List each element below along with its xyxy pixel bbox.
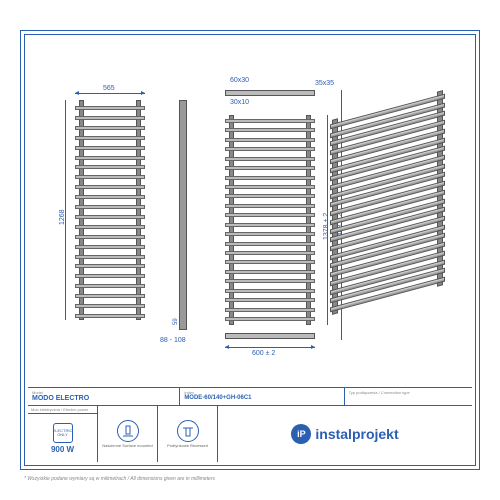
title-block: Model MODO ELECTRO Index MODE-60/140+GH-… (28, 387, 472, 462)
dim-565: 565 (103, 85, 115, 92)
connection-icons: Naścienne Surface mounted Podtynkowe Rec… (98, 406, 218, 462)
radiator-bar (75, 126, 145, 130)
radiator-bar (75, 284, 145, 288)
dim-1378: 1378 ± 2 (323, 213, 330, 240)
radiator-bar (75, 175, 145, 179)
radiator-bar (75, 146, 145, 150)
radiator-bar (225, 270, 315, 274)
radiator-bar (225, 298, 315, 302)
drawing-area: 565 1268 59 88 - 108 60x30 30x10 35x35 (55, 75, 445, 345)
radiator-front-view (75, 100, 145, 320)
bottom-section-detail (225, 333, 315, 339)
surface-mount-cell: Naścienne Surface mounted (98, 406, 158, 462)
logo-badge: iP (291, 424, 311, 444)
radiator-bar (75, 116, 145, 120)
logo-text: instalprojekt (315, 426, 398, 442)
dim-1268: 1268 (59, 209, 66, 225)
radiator-bar (75, 245, 145, 249)
radiator-bar (225, 260, 315, 264)
radiator-bar (75, 225, 145, 229)
radiator-bar (75, 294, 145, 298)
power-box: ELECTRIC ONLY 900 W (28, 414, 97, 462)
radiator-bar (225, 242, 315, 246)
company-logo: iP instalprojekt (291, 424, 398, 444)
index-cell: Index MODE-60/140+GH-06C1 (180, 388, 344, 405)
conn-type-label: Typ podłączenia / Connection type (349, 390, 468, 395)
radiator-bar (225, 138, 315, 142)
radiator-bar (75, 264, 145, 268)
radiator-side-view (179, 100, 187, 330)
radiator-bar (75, 185, 145, 189)
radiator-bar (225, 279, 315, 283)
dim-line-565 (75, 93, 145, 94)
radiator-bar (225, 194, 315, 198)
dim-30x10: 30x10 (230, 99, 249, 106)
recessed-icon (177, 420, 199, 442)
radiator-bar (75, 304, 145, 308)
surface-mount-label: Naścienne Surface mounted (102, 443, 152, 448)
footer-note: * Wszystkie podane wymiary są w milimetr… (24, 476, 215, 482)
dim-88-108: 88 - 108 (160, 337, 186, 344)
conn-type-header: Typ podłączenia / Connection type (345, 388, 472, 405)
radiator-bar (75, 205, 145, 209)
title-block-body: Moc elektryczna / Electric power ELECTRI… (28, 406, 472, 462)
dim-600: 600 ± 2 (252, 350, 275, 357)
radiator-bar (225, 232, 315, 236)
model-cell: Model MODO ELECTRO (28, 388, 180, 405)
radiator-bar (225, 128, 315, 132)
inner-frame: 565 1268 59 88 - 108 60x30 30x10 35x35 (24, 34, 476, 466)
radiator-center-view (225, 115, 315, 325)
radiator-bar (225, 308, 315, 312)
radiator-bar (225, 147, 315, 151)
radiator-bar (75, 215, 145, 219)
radiator-bar (75, 136, 145, 140)
model-value: MODO ELECTRO (32, 395, 89, 402)
top-section-detail (225, 90, 315, 96)
radiator-bar (75, 165, 145, 169)
radiator-bar (75, 195, 145, 199)
radiator-bar (75, 106, 145, 110)
recessed-label: Podtynkowe Recessed (167, 443, 208, 448)
dim-35x35: 35x35 (315, 80, 334, 87)
radiator-bar (225, 176, 315, 180)
power-column: Moc elektryczna / Electric power ELECTRI… (28, 406, 98, 462)
radiator-bar (225, 157, 315, 161)
title-block-header: Model MODO ELECTRO Index MODE-60/140+GH-… (28, 388, 472, 406)
radiator-bar (225, 119, 315, 123)
radiator-isometric (330, 90, 445, 321)
radiator-bar (75, 156, 145, 160)
surface-mount-icon (117, 420, 139, 442)
electric-only-badge: ELECTRIC ONLY (53, 423, 73, 443)
dim-59: 59 (173, 318, 179, 325)
radiator-bar (75, 274, 145, 278)
recessed-cell: Podtynkowe Recessed (158, 406, 217, 462)
dim-60x30: 60x30 (230, 77, 249, 84)
radiator-bar (225, 317, 315, 321)
dim-line-600 (225, 347, 315, 348)
power-value: 900 W (51, 445, 74, 454)
radiator-bar (75, 314, 145, 318)
radiator-bar (225, 289, 315, 293)
radiator-bar (75, 255, 145, 259)
radiator-bar (225, 213, 315, 217)
radiator-bar (225, 185, 315, 189)
radiator-bar (225, 166, 315, 170)
logo-column: iP instalprojekt (218, 406, 472, 462)
radiator-bar (75, 235, 145, 239)
radiator-bar (225, 251, 315, 255)
power-label: Moc elektryczna / Electric power (28, 406, 97, 414)
radiator-bar (225, 204, 315, 208)
radiator-bar (225, 223, 315, 227)
drawing-frame: 565 1268 59 88 - 108 60x30 30x10 35x35 (20, 30, 480, 470)
index-value: MODE-60/140+GH-06C1 (184, 395, 251, 401)
